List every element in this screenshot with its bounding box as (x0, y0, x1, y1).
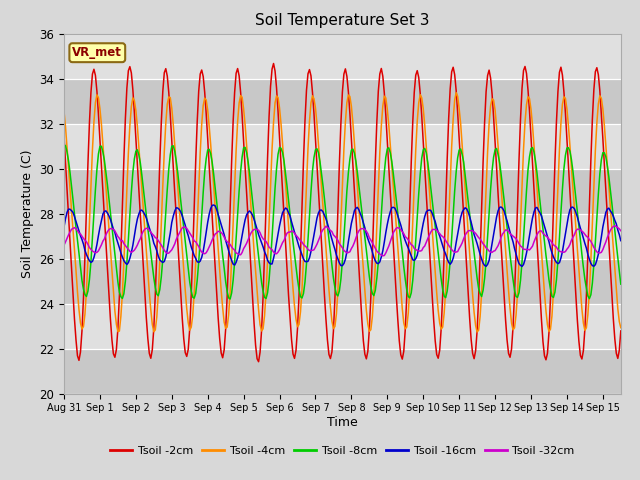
Text: VR_met: VR_met (72, 46, 122, 59)
Title: Soil Temperature Set 3: Soil Temperature Set 3 (255, 13, 429, 28)
Bar (64, 168, 621, 214)
Bar (64, 214, 621, 259)
Y-axis label: Soil Temperature (C): Soil Temperature (C) (20, 149, 34, 278)
Bar (64, 79, 621, 123)
Bar (64, 123, 621, 168)
Legend: Tsoil -2cm, Tsoil -4cm, Tsoil -8cm, Tsoil -16cm, Tsoil -32cm: Tsoil -2cm, Tsoil -4cm, Tsoil -8cm, Tsoi… (106, 441, 579, 460)
Bar (64, 259, 621, 303)
Bar (64, 348, 621, 394)
X-axis label: Time: Time (327, 416, 358, 429)
Bar (64, 303, 621, 348)
Bar (64, 34, 621, 79)
